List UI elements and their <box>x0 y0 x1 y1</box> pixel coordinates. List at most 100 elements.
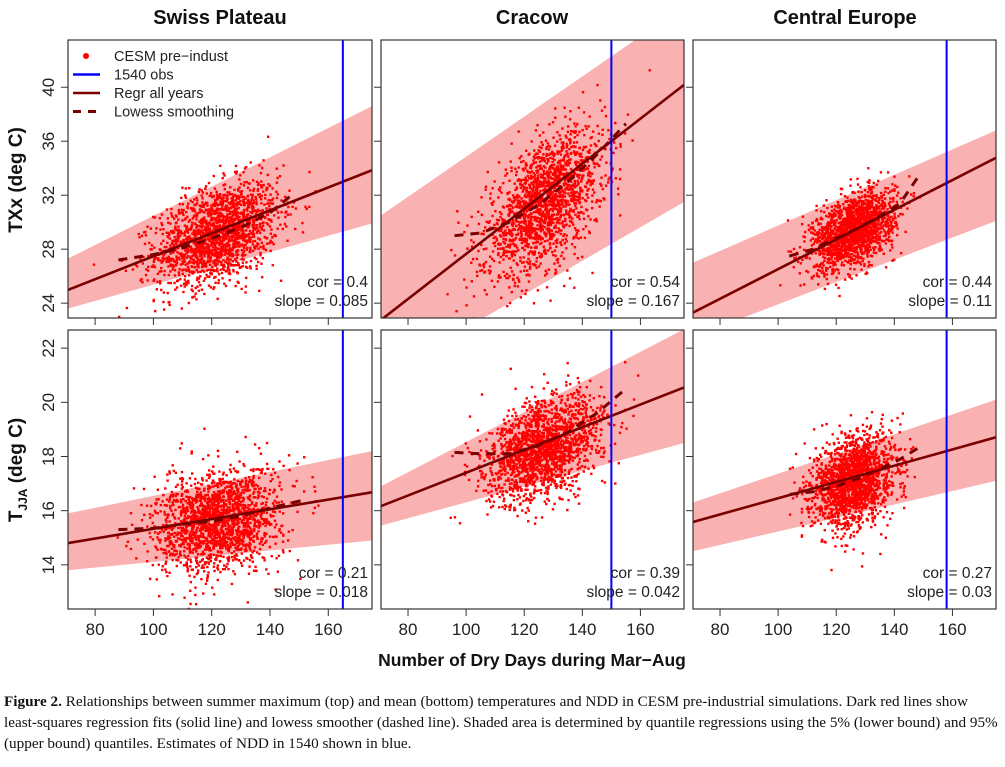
data-point <box>584 225 588 228</box>
data-point <box>830 215 834 218</box>
data-point <box>526 174 530 178</box>
data-point <box>570 198 574 201</box>
data-point <box>899 251 903 255</box>
data-point <box>222 263 226 267</box>
data-point <box>575 229 578 232</box>
data-point <box>508 229 511 233</box>
data-point <box>870 187 873 191</box>
data-point <box>589 175 592 178</box>
data-point <box>232 242 235 245</box>
data-point <box>175 286 179 289</box>
data-point <box>199 244 202 248</box>
data-point <box>554 179 558 182</box>
data-point <box>510 142 513 145</box>
data-point <box>525 186 529 190</box>
data-point <box>176 235 179 239</box>
data-point <box>895 194 899 197</box>
data-point <box>543 250 546 253</box>
data-point <box>232 205 235 209</box>
data-point <box>901 200 904 204</box>
data-point <box>574 130 577 133</box>
data-point <box>559 169 562 172</box>
data-point <box>242 250 246 253</box>
data-point <box>162 300 165 304</box>
data-point <box>539 221 542 225</box>
data-point <box>504 232 507 236</box>
data-point <box>582 227 585 231</box>
data-point <box>860 241 864 245</box>
data-point <box>876 211 879 215</box>
data-point <box>514 173 518 177</box>
data-point <box>535 194 539 198</box>
data-point <box>580 177 584 180</box>
data-point <box>185 252 188 255</box>
data-point <box>515 262 518 265</box>
data-point <box>593 142 596 146</box>
data-point <box>564 177 567 180</box>
data-point <box>516 179 520 182</box>
data-point <box>511 233 514 236</box>
data-point <box>805 269 808 273</box>
data-point <box>559 213 563 217</box>
data-point <box>584 145 588 149</box>
data-point <box>839 251 843 254</box>
data-point <box>172 265 175 268</box>
data-point <box>497 274 501 277</box>
data-point <box>849 200 852 204</box>
data-point <box>258 164 261 167</box>
data-point <box>560 159 563 162</box>
data-point <box>252 225 255 228</box>
data-point <box>166 217 170 220</box>
data-point <box>523 216 527 220</box>
data-point <box>160 223 164 227</box>
data-point <box>231 239 235 242</box>
data-point <box>538 208 541 211</box>
data-point <box>573 201 576 205</box>
data-point <box>505 251 508 254</box>
data-point <box>841 219 845 222</box>
data-point <box>565 161 568 165</box>
data-point <box>827 236 830 240</box>
data-point <box>520 289 524 293</box>
data-point <box>197 289 201 292</box>
data-point <box>222 184 225 187</box>
data-point <box>183 224 187 227</box>
data-point <box>501 220 505 223</box>
data-point <box>237 227 240 231</box>
data-point <box>511 221 514 224</box>
data-point <box>483 270 487 273</box>
data-point <box>271 236 274 239</box>
data-point <box>209 223 213 226</box>
data-point <box>200 261 203 264</box>
data-point <box>529 199 533 202</box>
data-point <box>863 263 866 266</box>
data-point <box>236 249 239 253</box>
data-point <box>186 247 189 251</box>
data-point <box>543 179 546 182</box>
data-point <box>872 228 875 232</box>
data-point <box>815 209 818 212</box>
data-point <box>502 253 505 256</box>
data-point <box>796 260 800 264</box>
data-point <box>607 129 610 132</box>
data-point <box>189 245 193 249</box>
data-point <box>502 181 505 185</box>
data-point <box>565 136 568 139</box>
data-point <box>853 268 856 271</box>
data-point <box>217 256 220 260</box>
data-point <box>561 203 564 206</box>
data-point <box>499 215 502 219</box>
data-point <box>187 186 191 190</box>
data-point <box>850 212 853 216</box>
data-point <box>180 208 184 212</box>
data-point <box>219 215 222 218</box>
data-point <box>867 265 870 268</box>
data-point <box>179 263 183 266</box>
data-point <box>840 221 843 225</box>
data-point <box>823 259 826 263</box>
data-point <box>480 268 484 272</box>
data-point <box>558 195 562 199</box>
data-point <box>267 199 270 202</box>
data-point <box>135 265 139 268</box>
data-point <box>519 270 522 273</box>
